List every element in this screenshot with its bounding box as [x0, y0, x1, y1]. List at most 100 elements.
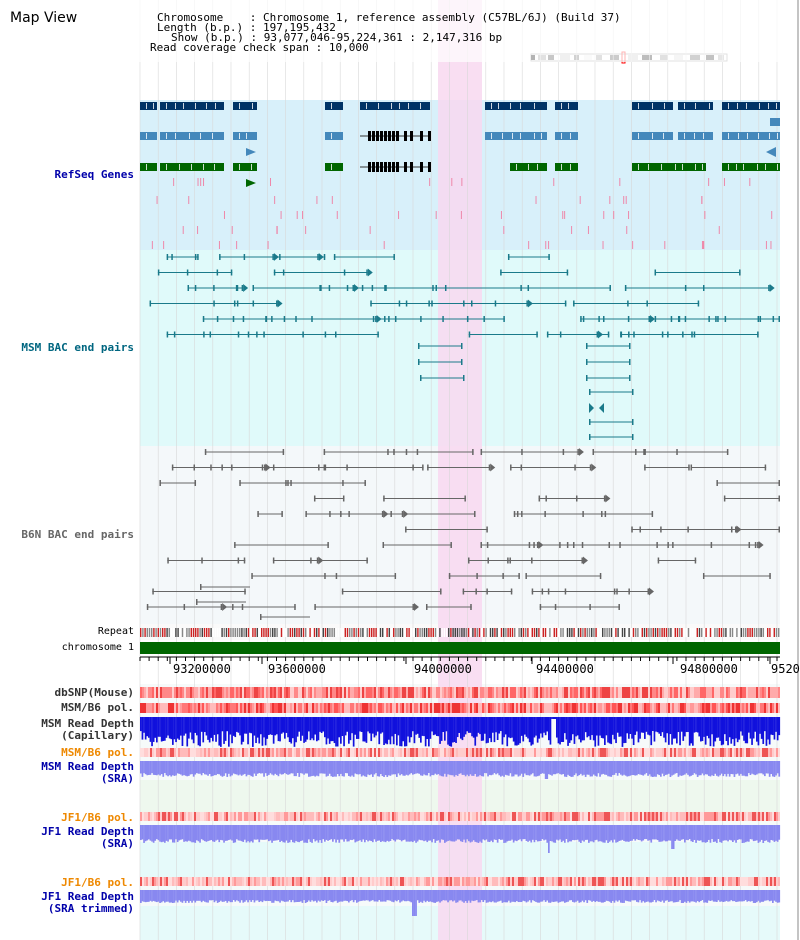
jf1-b6-polymorphism	[288, 812, 290, 821]
msm-capillary-depth	[578, 717, 581, 740]
msm-b6-polymorphism	[592, 703, 594, 713]
msm-b6-polymorphism	[400, 703, 402, 713]
jf1-b6-polymorphism	[594, 812, 596, 821]
jf1-trim-depth	[514, 890, 517, 903]
dbsnp-density	[546, 687, 548, 698]
dbsnp-density	[414, 687, 416, 698]
msm-b6-sra-polymorphism	[550, 748, 552, 757]
repeat-element	[527, 628, 529, 637]
msm-b6-sra-polymorphism	[158, 748, 160, 757]
track-label-jf1-b6-pol-2[interactable]: JF1/B6 pol.	[61, 876, 134, 889]
track-label-dbsnp[interactable]: dbSNP(Mouse)	[54, 686, 134, 699]
refseq-gene	[555, 132, 578, 140]
jf1-b6-polymorphism	[564, 812, 566, 821]
msm-capillary-depth	[637, 717, 640, 743]
msm-b6-sra-polymorphism	[174, 748, 176, 757]
msm-b6-sra-polymorphism	[294, 748, 296, 757]
repeat-element	[164, 628, 166, 637]
dbsnp-density	[192, 687, 194, 698]
jf1-b6-trim-polymorphism	[292, 877, 294, 886]
jf1-b6-trim-polymorphism	[598, 877, 600, 886]
msm-b6-sra-polymorphism	[624, 748, 626, 757]
repeat-element	[159, 628, 162, 637]
msm-capillary-depth	[472, 717, 475, 738]
msm-sra-depth	[255, 761, 257, 776]
track-label-msm-b6-pol-1[interactable]: MSM/B6 pol.	[61, 701, 134, 714]
msm-capillary-depth	[591, 717, 593, 736]
msm-capillary-depth	[629, 717, 632, 735]
msm-b6-sra-polymorphism	[654, 748, 656, 757]
refseq-gene-exon-gap	[702, 164, 703, 170]
track-label-msm-read-depth-sra[interactable]: MSM Read Depth (SRA)	[41, 761, 134, 785]
jf1-trim-depth	[508, 890, 510, 901]
jf1-b6-trim-polymorphism	[596, 877, 598, 886]
msm-capillary-depth	[469, 717, 472, 733]
jf1-sra-depth	[146, 825, 149, 841]
msm-sra-depth	[727, 761, 729, 774]
msm-bac-pair-end	[586, 359, 588, 365]
jf1-sra-depth	[317, 825, 320, 843]
jf1-b6-polymorphism	[408, 812, 410, 821]
track-label-jf1-read-depth-sra[interactable]: JF1 Read Depth (SRA)	[41, 826, 134, 850]
jf1-b6-trim-polymorphism	[506, 877, 508, 886]
jf1-b6-trim-polymorphism	[504, 877, 506, 886]
jf1-trim-depth	[253, 890, 256, 903]
jf1-trim-depth	[572, 890, 574, 902]
dbsnp-density	[576, 687, 578, 698]
track-label-jf1-read-depth-trimmed[interactable]: JF1 Read Depth (SRA trimmed)	[41, 891, 134, 915]
msm-b6-polymorphism	[632, 703, 634, 713]
jf1-trim-depth	[493, 890, 496, 903]
refseq-gene-exon-gap	[512, 133, 513, 139]
msm-sra-depth	[525, 761, 528, 776]
b6n-bac-pair-end	[260, 614, 262, 620]
msm-sra-depth	[383, 761, 385, 777]
msm-b6-polymorphism	[562, 703, 564, 713]
repeat-element	[448, 628, 450, 637]
jf1-b6-trim-polymorphism	[566, 877, 568, 886]
jf1-b6-trim-polymorphism	[164, 877, 166, 886]
jf1-b6-trim-polymorphism	[348, 877, 350, 886]
jf1-b6-polymorphism	[648, 812, 650, 821]
track-label-msm-read-depth-capillary[interactable]: MSM Read Depth (Capillary)	[41, 718, 134, 742]
msm-b6-polymorphism	[732, 703, 734, 713]
jf1-sra-depth	[312, 825, 315, 840]
track-label-b6n-bac[interactable]: B6N BAC end pairs	[21, 528, 134, 541]
track-label-msm-bac[interactable]: MSM BAC end pairs	[21, 341, 134, 354]
jf1-b6-polymorphism	[194, 812, 196, 821]
b6n-bac-pair-end	[690, 464, 693, 471]
msm-capillary-depth	[464, 717, 467, 735]
jf1-b6-polymorphism	[174, 812, 176, 821]
track-label-chromosome[interactable]: chromosome 1	[61, 642, 134, 653]
refseq-marker	[451, 178, 453, 186]
jf1-b6-polymorphism	[398, 812, 400, 821]
track-label-msm-b6-pol-2[interactable]: MSM/B6 pol.	[61, 746, 134, 759]
msm-capillary-depth	[541, 717, 544, 738]
msm-b6-polymorphism	[578, 703, 580, 713]
jf1-b6-trim-polymorphism	[584, 877, 586, 886]
jf1-trim-depth	[727, 890, 729, 902]
msm-capillary-depth	[200, 717, 203, 732]
track-label-jf1-b6-pol-1[interactable]: JF1/B6 pol.	[61, 811, 134, 824]
msm-capillary-depth	[423, 717, 425, 737]
jf1-b6-trim-polymorphism	[564, 877, 566, 886]
msm-capillary-depth	[709, 717, 712, 747]
jf1-b6-trim-polymorphism	[594, 877, 596, 886]
jf1-b6-trim-polymorphism	[704, 877, 706, 886]
msm-sra-depth	[375, 761, 377, 774]
repeat-element	[533, 628, 536, 637]
jf1-b6-polymorphism	[748, 812, 750, 821]
repeat-element	[265, 628, 267, 637]
repeat-element	[404, 628, 406, 637]
msm-b6-sra-polymorphism	[460, 748, 462, 757]
dbsnp-density	[554, 687, 556, 698]
msm-b6-polymorphism	[466, 703, 468, 713]
msm-b6-polymorphism	[410, 703, 412, 713]
repeat-element	[725, 628, 727, 637]
msm-b6-sra-polymorphism	[186, 748, 188, 757]
track-label-repeat[interactable]: Repeat	[97, 626, 134, 637]
msm-b6-polymorphism	[640, 703, 642, 713]
track-label-refseq[interactable]: RefSeq Genes	[54, 168, 134, 181]
repeat-element	[751, 628, 753, 637]
dbsnp-density	[718, 687, 720, 698]
